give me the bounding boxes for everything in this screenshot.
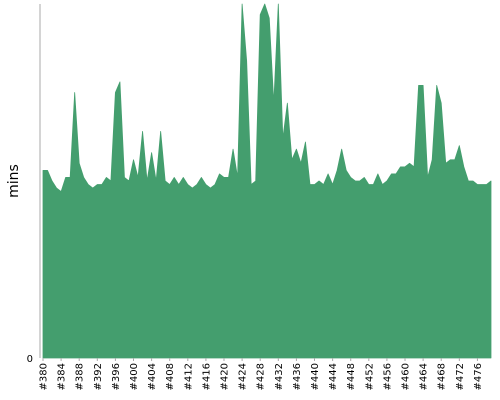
- x-tick-label: #408: [165, 363, 176, 390]
- x-tick-label: #432: [274, 363, 285, 390]
- x-tick-label: #412: [183, 363, 194, 390]
- x-tick-label: #404: [147, 363, 158, 390]
- y-axis-title: mins: [6, 164, 22, 198]
- x-tick-label: #424: [238, 363, 249, 390]
- x-tick-label: #380: [39, 363, 50, 390]
- x-tick-label: #468: [437, 363, 448, 390]
- x-tick-label: #392: [93, 363, 104, 390]
- x-tick-label: #400: [129, 363, 140, 390]
- x-tick-label: #428: [256, 363, 267, 390]
- x-tick-label: #456: [382, 363, 393, 390]
- x-tick-label: #460: [401, 363, 412, 390]
- x-tick-label: #440: [310, 363, 321, 390]
- x-tick-label: #452: [364, 363, 375, 390]
- x-tick-label: #436: [292, 363, 303, 390]
- x-tick-label: #384: [57, 363, 68, 390]
- area-series: [42, 3, 492, 359]
- x-tick-label: #444: [328, 363, 339, 390]
- x-tick-label: #388: [75, 363, 86, 390]
- y-axis-ticks: 0: [27, 354, 33, 365]
- x-axis-ticks: #380 #384 #388 #392 #396 #400 #404 #408 #412 #416…: [39, 358, 484, 390]
- x-tick-label: #420: [220, 363, 231, 390]
- x-tick-label: #448: [346, 363, 357, 390]
- x-tick-label: #476: [473, 363, 484, 390]
- x-tick-label: #472: [455, 363, 466, 390]
- x-tick-label: #464: [419, 363, 430, 390]
- y-tick-label: 0: [27, 354, 33, 365]
- x-tick-label: #416: [201, 363, 212, 390]
- x-tick-label: #396: [111, 363, 122, 390]
- plot-area: [42, 3, 492, 359]
